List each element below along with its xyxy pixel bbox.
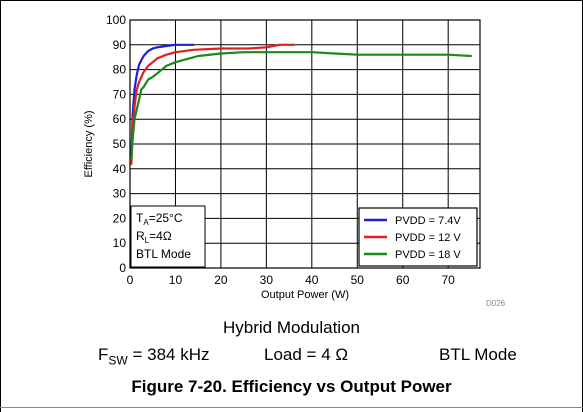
- x-tick-label-30: 30: [260, 273, 274, 287]
- figure-id-watermark: D026: [486, 299, 506, 308]
- y-tick-label-60: 60: [113, 112, 127, 126]
- y-axis-label: Efficiency (%): [83, 110, 95, 177]
- series-line-3: [130, 51, 472, 160]
- btl-mode-label: BTL Mode: [136, 247, 191, 261]
- series-line-1: [130, 43, 195, 158]
- x-tick-label-40: 40: [305, 273, 319, 287]
- legend-label-1: PVDD = 7.4V: [395, 215, 461, 227]
- frame-left-border: [0, 0, 1, 412]
- y-tick-label-50: 50: [113, 137, 127, 151]
- y-tick-label-0: 0: [119, 261, 126, 275]
- y-tick-label-40: 40: [113, 162, 127, 176]
- y-tick-label-30: 30: [113, 187, 127, 201]
- y-tick-label-10: 10: [113, 236, 127, 250]
- x-tick-label-60: 60: [396, 273, 410, 287]
- modulation-caption: Hybrid Modulation: [222, 318, 360, 337]
- x-tick-label-10: 10: [169, 273, 183, 287]
- legend-label-2: PVDD = 12 V: [395, 232, 461, 244]
- y-tick-label-100: 100: [106, 13, 126, 27]
- y-tick-label-80: 80: [113, 63, 127, 77]
- frame-bottom-border: [0, 407, 583, 408]
- load-resistance-label: RL=4Ω: [136, 229, 172, 245]
- y-tick-label-20: 20: [113, 211, 127, 225]
- figure-title: Figure 7-20. Efficiency vs Output Power: [131, 377, 452, 396]
- mode-label: BTL Mode: [439, 345, 517, 364]
- load-label: Load = 4 Ω: [264, 345, 349, 364]
- x-axis-label: Output Power (W): [261, 289, 349, 301]
- frame-top-border: [0, 0, 583, 1]
- conditions-box: [130, 205, 206, 268]
- y-tick-label-70: 70: [113, 87, 127, 101]
- series-line-2: [130, 43, 295, 165]
- x-tick-label-20: 20: [214, 273, 228, 287]
- x-tick-label-50: 50: [351, 273, 365, 287]
- efficiency-chart: 0 10 20 30 40 50 60 70 0 10 20 30 40 50 60 70 80 90 100 Out…: [83, 13, 506, 308]
- ambient-temperature-label: TA=25°C: [136, 211, 183, 227]
- legend-label-3: PVDD = 18 V: [395, 249, 461, 261]
- x-tick-label-70: 70: [442, 273, 456, 287]
- x-tick-label-0: 0: [127, 273, 134, 287]
- y-tick-label-90: 90: [113, 38, 127, 52]
- plot-area-border: [129, 19, 481, 269]
- switching-frequency-label: FSW = 384 kHz: [98, 345, 210, 368]
